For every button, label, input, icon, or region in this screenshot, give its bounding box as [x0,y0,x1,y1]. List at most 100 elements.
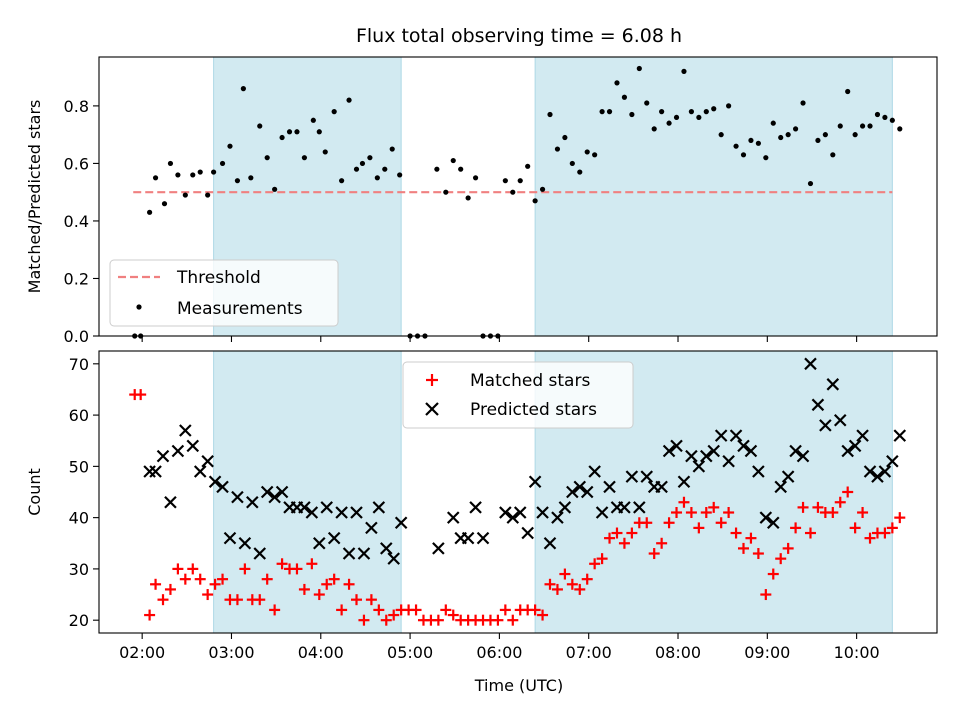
predicted-stars-point-74 [737,439,750,453]
measurements-point-93 [822,132,828,138]
y-tick-label: 40 [69,509,89,528]
matched-stars-point-75 [678,496,690,508]
matched-stars-point-44 [447,609,459,621]
measurements-point-58 [562,134,568,141]
measurements-point-72 [666,120,672,126]
x-tick-label: 03:00 [208,643,254,662]
predicted-stars-point-34 [387,552,400,565]
predicted-stars-point-49 [551,511,564,524]
measurements-point-25 [310,117,316,123]
x-tick-label: 02:00 [119,643,165,662]
x-tick-label: 06:00 [476,643,522,662]
matched-stars-point-29 [336,604,348,616]
measurements-point-60 [577,169,583,175]
matched-stars-point-50 [492,614,504,626]
matched-stars-point-100 [864,532,876,544]
predicted-stars-point-13 [231,490,244,504]
x-tick-label: 08:00 [655,643,701,662]
measurements-point-69 [644,100,650,106]
measurements-point-24 [301,155,308,161]
matched-stars-point-99 [857,507,869,519]
measurements-point-75 [688,109,695,115]
measurements-point-53 [525,163,531,169]
y-tick-label: 0.2 [64,269,89,288]
y-tick-label: 60 [69,406,89,425]
predicted-stars-point-85 [819,419,832,432]
measurements-point-88 [785,132,791,138]
measurements-point-89 [792,126,799,132]
predicted-stars-point-40 [469,501,482,514]
measurements-point-90 [800,100,806,106]
matched-stars-point-64 [596,553,608,565]
threshold-legend-label: Threshold [176,268,261,288]
matched-stars-point-58 [551,583,563,595]
matched-stars-point-102 [879,527,891,539]
measurements-point-7 [175,172,181,178]
predicted-stars-point-31 [365,521,378,535]
predicted-stars-point-82 [796,449,810,463]
measurements-point-5 [161,201,168,207]
matched-stars-point-67 [618,537,630,549]
ratio-y-axis-label: Matched/Predicted stars [25,100,44,294]
matched-stars-point-4 [150,578,162,590]
matched-stars-point-26 [313,589,325,601]
measurements-point-79 [718,132,724,138]
predicted-stars-point-86 [826,378,840,391]
chart-title: Flux total observing time = 6.08 h [356,25,682,47]
matched-stars-point-10 [194,573,206,585]
predicted-stars-point-73 [729,429,743,442]
matched-stars-point-27 [321,578,333,590]
measurements-point-19 [264,155,270,161]
matched-stars-point-36 [388,609,400,621]
predicted-legend-swatch [425,402,439,416]
matched-stars-point-73 [663,517,675,529]
matched-stars-point-23 [291,563,303,575]
y-tick-label: 30 [69,560,89,579]
predicted-stars-point-16 [253,547,267,560]
predicted-stars-point-29 [350,506,363,519]
matched-stars-point-77 [693,522,705,534]
measurements-point-8 [182,192,188,198]
matched-stars-point-15 [231,594,243,606]
matched-stars-point-39 [410,604,422,616]
predicted-stars-point-81 [789,444,802,458]
matched-stars-point-89 [782,542,794,554]
matched-stars-point-18 [254,594,266,606]
measurements-point-13 [219,160,226,167]
measurements-point-30 [346,97,352,103]
measurements-point-14 [227,143,233,149]
y-tick-label: 0.0 [64,327,89,346]
matched-stars-point-20 [269,604,281,616]
predicted-stars-point-11 [216,480,229,494]
predicted-stars-point-91 [863,465,877,478]
matched-stars-point-28 [328,573,340,585]
predicted-stars-point-27 [335,506,348,519]
matched-stars-point-5 [157,594,169,606]
matched-stars-point-103 [886,522,898,534]
matched-stars-point-9 [187,563,199,575]
measurements-point-80 [726,103,732,109]
measurements-point-31 [353,166,360,172]
predicted-stars-point-92 [871,470,884,483]
measurements-point-4 [152,175,159,181]
matched-stars-point-70 [641,517,653,529]
predicted-stars-point-45 [521,526,534,540]
matched-stars-point-30 [343,578,355,590]
predicted-stars-point-80 [781,470,795,483]
measurements-point-101 [882,114,888,121]
measurements-point-103 [897,126,903,132]
count-panel-ticks: 20 30 40 50 60 70 02:00 03:00 04:00 05:00 06:00 07:… [69,355,880,662]
matched-stars-point-97 [842,486,854,498]
measurements-point-77 [703,109,709,115]
predicted-stars-point-6 [179,424,192,437]
predicted-stars-point-8 [193,465,207,478]
matched-stars-point-80 [715,517,727,529]
y-tick-label: 70 [69,355,89,374]
measurements-point-12 [211,169,217,175]
matched-stars-point-2 [135,389,147,401]
predicted-stars-point-51 [566,485,579,499]
measurements-point-82 [740,152,747,158]
matched-stars-point-62 [581,573,593,585]
predicted-stars-point-67 [685,449,698,463]
